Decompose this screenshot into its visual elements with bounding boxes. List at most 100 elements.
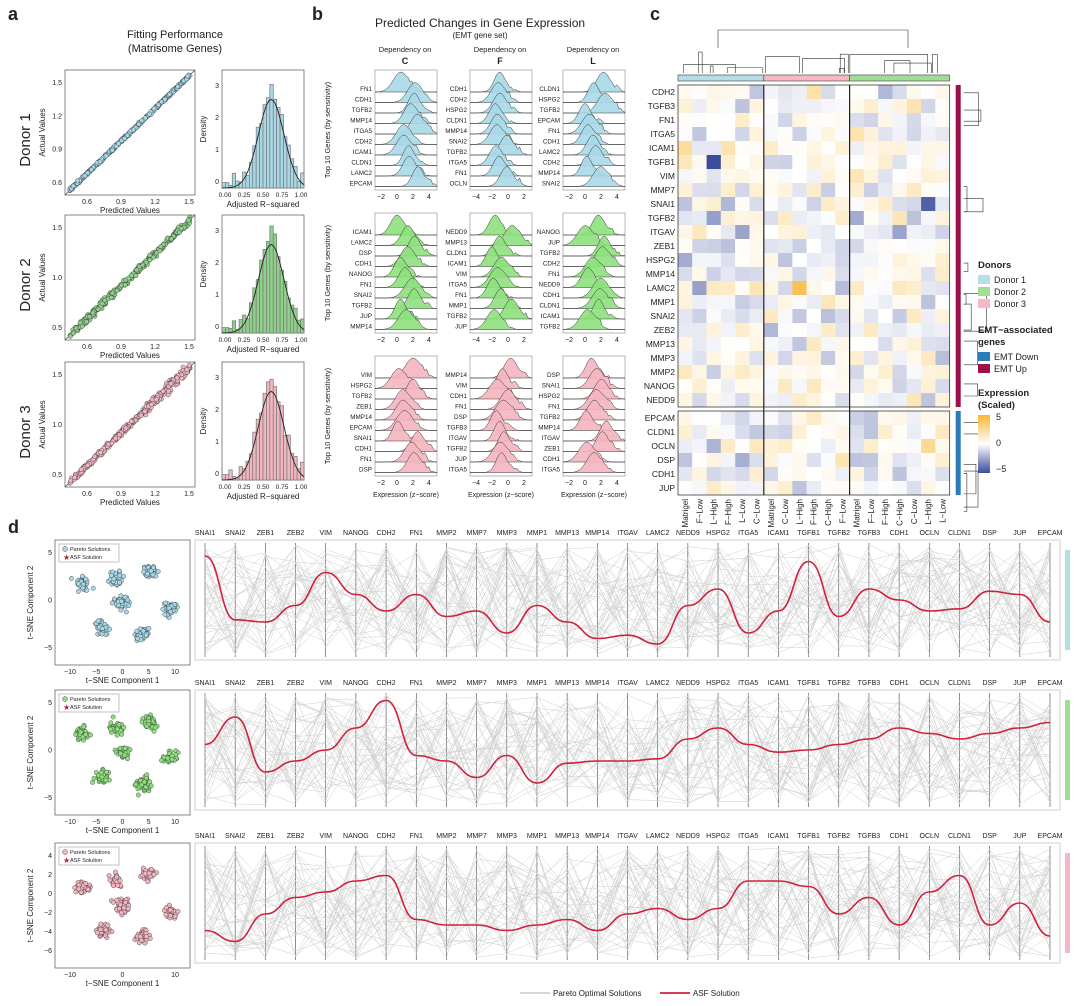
colorbar-tick: 5 xyxy=(996,412,1001,422)
row-dendrogram xyxy=(963,303,972,331)
heatmap-cell xyxy=(849,211,864,225)
heatmap-cell xyxy=(749,127,764,141)
heatmap-cell xyxy=(678,481,693,495)
hist-bar xyxy=(225,327,230,334)
row-dendrogram xyxy=(963,340,978,366)
heatmap-cell xyxy=(692,155,707,169)
x-tick: −2 xyxy=(488,337,496,344)
tsne-point xyxy=(144,723,150,729)
heatmap-row-label: TGFB3 xyxy=(648,101,676,111)
heatmap-cell xyxy=(792,481,807,495)
heatmap-row-label: CLDN1 xyxy=(647,427,675,437)
heatmap-cell xyxy=(678,113,693,127)
heatmap-cell xyxy=(849,169,864,183)
heatmap-cell xyxy=(921,379,936,393)
heatmap-cell xyxy=(678,309,693,323)
heatmap-cell xyxy=(749,197,764,211)
heatmap-cell xyxy=(878,295,893,309)
scatter-point xyxy=(70,330,76,336)
scatter-point xyxy=(122,136,127,141)
heatmap-cell xyxy=(863,393,879,407)
heatmap-cell xyxy=(935,439,950,453)
ridge-gene-label: FN1 xyxy=(455,292,467,299)
heatmap-cell xyxy=(935,337,950,351)
heatmap-cell xyxy=(763,323,779,337)
heatmap-cell xyxy=(821,183,836,197)
heatmap-cell xyxy=(878,99,893,113)
y-tick: 1.5 xyxy=(52,372,62,379)
heatmap-cell xyxy=(921,183,936,197)
heatmap-cell xyxy=(863,253,879,267)
tsne-ylabel: t−SNE Component 2 xyxy=(26,565,35,639)
pcp-axis-label: MMP13 xyxy=(555,833,579,840)
tsne-point xyxy=(99,631,105,637)
pcp-axis-label: SNAI2 xyxy=(225,833,245,840)
tsne-point xyxy=(91,775,97,781)
heatmap-cell xyxy=(849,239,864,253)
pcp-axis-label: DSP xyxy=(982,680,997,687)
heatmap-cell xyxy=(921,127,936,141)
heatmap-cell xyxy=(806,439,821,453)
heatmap-row-label: TGFB2 xyxy=(648,213,676,223)
heatmap-cell xyxy=(878,481,893,495)
heatmap-cell xyxy=(878,281,893,295)
heatmap-cell xyxy=(849,379,864,393)
heatmap-row-label: CDH2 xyxy=(652,87,675,97)
heatmap-cell xyxy=(735,211,750,225)
x-tick: 0 xyxy=(583,337,587,344)
scatter-point xyxy=(185,217,191,223)
heatmap-cell xyxy=(692,225,707,239)
heatmap-cell xyxy=(735,467,750,481)
tsne-point xyxy=(105,922,111,928)
tsne-point xyxy=(75,589,81,594)
heatmap-cell xyxy=(778,183,793,197)
heatmap-cell xyxy=(749,481,764,495)
pcp-axis-label: TGFB2 xyxy=(827,530,850,537)
heatmap-cell xyxy=(749,323,764,337)
ridge-gene-label: EPCAM xyxy=(538,118,560,125)
heatmap-cell xyxy=(749,453,764,467)
heatmap-cell xyxy=(706,85,721,99)
y-tick: 1 xyxy=(215,292,219,299)
hist-bar xyxy=(269,378,274,481)
hist-bar xyxy=(289,158,295,189)
tsne-point xyxy=(133,781,139,787)
heatmap-row-label: MMP14 xyxy=(646,269,676,279)
heatmap-cell xyxy=(935,295,950,309)
pcp-axis-label: ZEB2 xyxy=(287,833,305,840)
pcp-axis-label: TGFB3 xyxy=(858,680,881,687)
heatmap-cell xyxy=(892,183,907,197)
heatmap-cell xyxy=(878,267,893,281)
heatmap-cell xyxy=(863,481,879,495)
scatter-point xyxy=(139,118,145,124)
hist-bar xyxy=(296,180,301,189)
x-tick: 0.6 xyxy=(82,344,92,351)
heatmap-cell xyxy=(720,253,736,267)
y-tick: 1 xyxy=(215,439,219,446)
heatmap-cell xyxy=(849,197,864,211)
heatmap-cell xyxy=(763,141,779,155)
heatmap-cell xyxy=(935,253,950,267)
heatmap-cell xyxy=(821,323,836,337)
heatmap-row-label: MMP13 xyxy=(646,339,676,349)
heatmap-cell xyxy=(706,281,721,295)
heatmap-cell xyxy=(749,295,764,309)
heatmap-cell xyxy=(921,295,936,309)
scatter-point xyxy=(68,478,74,484)
ridge-gene-label: ZEB1 xyxy=(356,404,372,411)
heatmap-cell xyxy=(678,267,693,281)
heatmap-cell xyxy=(821,425,836,439)
tsne-point xyxy=(111,596,117,602)
tsne-point xyxy=(108,726,114,732)
heatmap-cell xyxy=(921,467,936,481)
heatmap-cell xyxy=(806,169,821,183)
heatmap-cell xyxy=(692,365,707,379)
legend-title: (Scaled) xyxy=(978,400,1015,411)
hist-bar xyxy=(272,98,278,189)
heatmap-cell xyxy=(921,323,936,337)
tsne-point xyxy=(110,883,116,888)
pcp-axis-label: EPCAM xyxy=(1038,833,1063,840)
ridge-gene-label: TGFB2 xyxy=(447,313,468,320)
heatmap-cell xyxy=(720,197,736,211)
